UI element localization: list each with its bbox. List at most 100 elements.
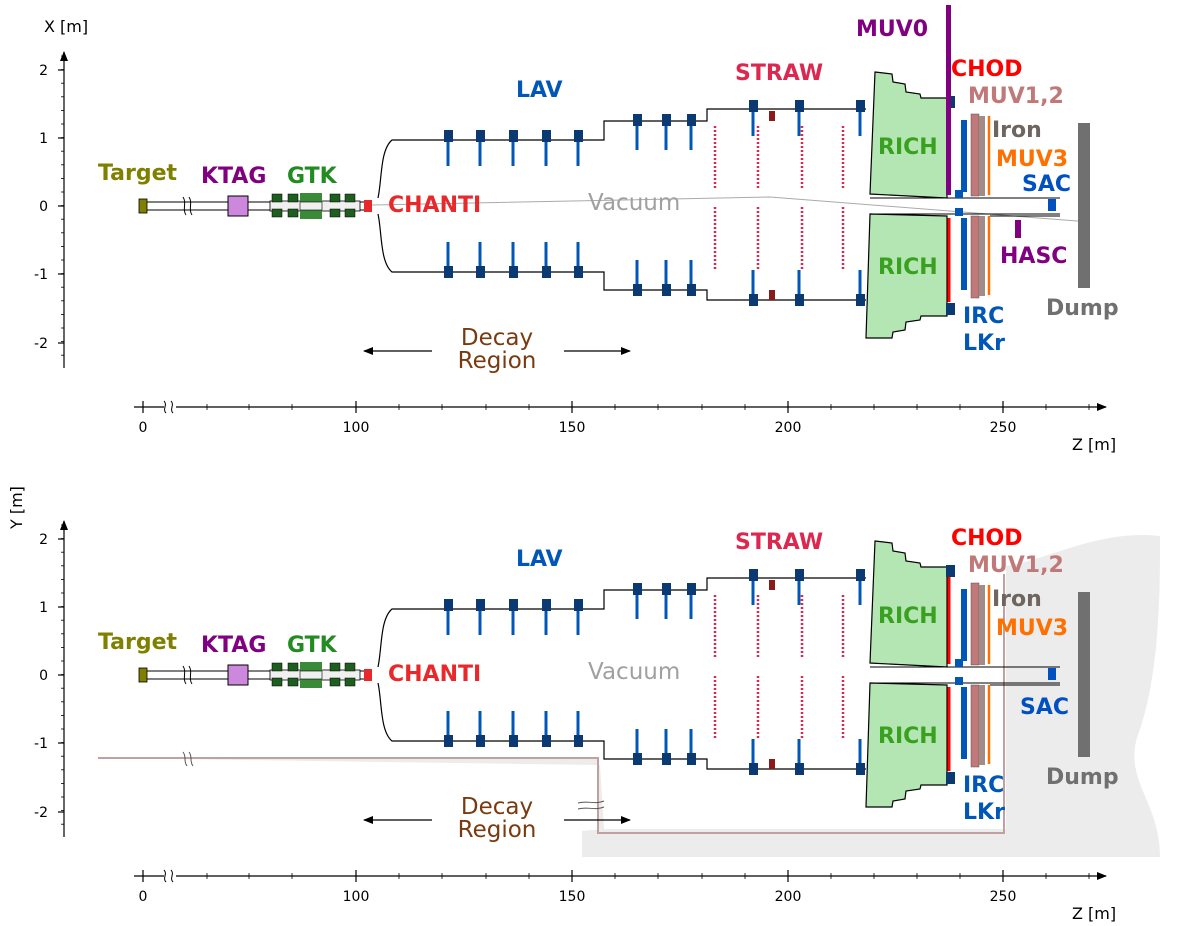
ktag-block — [227, 195, 249, 217]
label-vacuum: Vacuum — [588, 659, 680, 685]
horizontal-axis-title: Z [m] — [1072, 435, 1116, 454]
vertical-tick-label: 1 — [39, 600, 48, 616]
lav12-block — [946, 565, 955, 577]
irc-block — [955, 190, 963, 198]
lav-station-block — [795, 569, 804, 581]
vertical-tick-label: -2 — [34, 336, 48, 352]
gtk-station-block — [271, 208, 283, 218]
rich-vessel-top — [869, 540, 948, 668]
beam-break-mark — [182, 665, 193, 685]
label-lav: LAV — [516, 78, 563, 103]
horizontal-tick-label: 200 — [775, 420, 802, 436]
lav-station-block — [542, 735, 551, 747]
lav-station-block — [542, 266, 551, 278]
lav-station-block — [574, 266, 583, 278]
label-irc: IRC — [963, 773, 1004, 798]
lav-station-block — [687, 583, 696, 595]
label-hasc: HASC — [1000, 244, 1067, 269]
vertical-tick-label: 2 — [39, 532, 48, 548]
lav-station-block — [749, 763, 758, 775]
label-sac: SAC — [1022, 172, 1071, 197]
cavern-break-mark — [577, 800, 605, 810]
straw-magnet-block — [769, 111, 775, 121]
sac-block — [1048, 199, 1056, 211]
gtk-station-block — [287, 208, 299, 218]
vertical-tick-label: -1 — [34, 736, 48, 752]
hasc-block — [1015, 220, 1021, 238]
horizontal-tick-label: 100 — [343, 420, 370, 436]
gtk-station-block — [329, 208, 341, 218]
cavern-outline — [98, 574, 1005, 834]
label-gtk: GTK — [287, 633, 338, 658]
vertical-axis-title: Y [m] — [7, 486, 26, 530]
horizontal-tick-label: 200 — [775, 889, 802, 905]
muv12-top — [970, 582, 980, 666]
label-iron: Iron — [992, 118, 1042, 143]
gtk-station-block — [329, 193, 341, 203]
gtk-station-block — [329, 662, 341, 672]
gtk-station-block — [344, 662, 356, 672]
lav-station-block — [687, 753, 696, 765]
chanti-block — [364, 200, 372, 212]
label-iron: Iron — [992, 587, 1042, 612]
gtk-station-block — [344, 677, 356, 687]
vertical-tick-label: 1 — [39, 131, 48, 147]
lav-station-block — [856, 294, 865, 306]
label-lkr: LKr — [963, 331, 1005, 356]
cavern-break-mark — [182, 751, 194, 767]
horizontal-tick-label: 0 — [139, 889, 148, 905]
vacuum-tank-outline-bottom — [377, 682, 866, 770]
label-muv12: MUV1,2 — [968, 84, 1064, 109]
vacuum-tank-outline-top — [377, 108, 866, 199]
vertical-tick-label: 0 — [39, 199, 48, 215]
chanti-block — [364, 669, 372, 681]
vertical-tick-label: 2 — [39, 63, 48, 79]
label-muv0: MUV0 — [856, 17, 928, 42]
label-decay-line1: Decay — [461, 325, 533, 351]
iron-wall-bottom — [979, 216, 985, 296]
lav-station-block — [687, 114, 696, 126]
label-vacuum: Vacuum — [588, 190, 680, 216]
gtk-station-block — [344, 193, 356, 203]
gtk-beam-gap — [299, 670, 323, 680]
label-muv3: MUV3 — [996, 616, 1068, 641]
iron-wall-bottom — [979, 685, 985, 765]
label-muv3: MUV3 — [996, 147, 1068, 172]
lav-station-block — [542, 130, 551, 142]
gtk-beam-gap — [299, 201, 323, 211]
straw-magnet-block — [769, 759, 775, 769]
lav-station-block — [444, 266, 453, 278]
lav12-block — [946, 772, 955, 784]
sac-block — [1048, 668, 1056, 680]
label-straw: STRAW — [735, 530, 823, 555]
axis-break-mark — [163, 400, 174, 414]
label-dump: Dump — [1046, 296, 1119, 321]
label-ktag: KTAG — [201, 633, 266, 658]
label-decay-line2: Region — [458, 348, 537, 374]
lav-station-block — [749, 294, 758, 306]
lav-station-block — [687, 284, 696, 296]
vacuum-tank-outline-bottom — [377, 213, 866, 301]
lav-station-block — [795, 763, 804, 775]
lav-station-block — [542, 599, 551, 611]
horizontal-tick-label: 100 — [343, 889, 370, 905]
label-chod: CHOD — [951, 57, 1023, 82]
gtk-station-block — [287, 677, 299, 687]
lav-station-block — [662, 753, 671, 765]
target-block — [138, 198, 148, 214]
vacuum-tank-outline-top — [377, 577, 866, 668]
ktag-block — [227, 664, 249, 686]
lav-station-block — [662, 583, 671, 595]
lkr-calorimeter-top — [961, 120, 967, 192]
lkr-calorimeter-top — [961, 589, 967, 661]
muv12-top — [970, 113, 980, 197]
horizontal-axis-title: Z [m] — [1072, 904, 1116, 923]
muv0-bar — [946, 5, 951, 195]
lav-station-block — [662, 114, 671, 126]
lav-station-block — [795, 294, 804, 306]
label-lav: LAV — [516, 547, 563, 572]
label-target: Target — [98, 161, 178, 186]
straw-magnet-block — [769, 580, 775, 590]
label-rich-bottom: RICH — [878, 724, 938, 749]
label-rich-top: RICH — [878, 604, 938, 629]
